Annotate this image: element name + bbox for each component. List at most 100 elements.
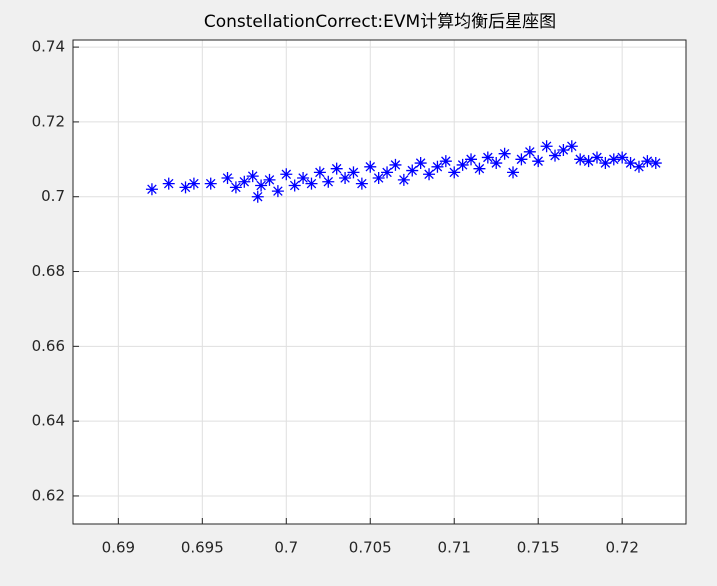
- marker-stroke: [347, 166, 360, 179]
- marker-stroke: [288, 179, 301, 192]
- marker-stroke: [364, 160, 377, 173]
- marker-stroke: [523, 145, 536, 158]
- marker: [465, 153, 478, 166]
- marker-stroke: [540, 140, 553, 153]
- chart-title: ConstellationCorrect:EVM计算均衡后星座图: [204, 12, 556, 32]
- marker: [389, 158, 402, 171]
- marker: [616, 151, 629, 164]
- marker: [322, 175, 335, 188]
- marker: [271, 185, 284, 198]
- marker: [473, 162, 486, 175]
- x-tick-label: 0.72: [605, 539, 638, 557]
- marker: [632, 160, 645, 173]
- marker-stroke: [465, 153, 478, 166]
- marker-stroke: [397, 173, 410, 186]
- marker: [381, 166, 394, 179]
- y-tick-label: 0.74: [32, 38, 65, 56]
- marker: [624, 157, 637, 170]
- marker-stroke: [414, 157, 427, 170]
- y-tick-label: 0.66: [32, 337, 65, 355]
- marker: [280, 168, 293, 181]
- marker: [179, 181, 192, 194]
- marker: [263, 173, 276, 186]
- marker-stroke: [229, 181, 242, 194]
- marker-stroke: [616, 151, 629, 164]
- marker-stroke: [221, 172, 234, 185]
- marker-stroke: [355, 177, 368, 190]
- marker-stroke: [574, 153, 587, 166]
- y-tick-label: 0.62: [32, 486, 65, 504]
- marker: [288, 179, 301, 192]
- marker: [523, 145, 536, 158]
- marker-stroke: [599, 157, 612, 170]
- marker: [515, 153, 528, 166]
- marker-stroke: [649, 157, 662, 170]
- marker: [229, 181, 242, 194]
- marker-stroke: [339, 172, 352, 185]
- x-tick-label: 0.69: [102, 539, 135, 557]
- marker-stroke: [280, 168, 293, 181]
- marker: [372, 172, 385, 185]
- marker: [246, 170, 259, 183]
- marker: [204, 177, 217, 190]
- marker: [221, 172, 234, 185]
- marker-stroke: [498, 147, 511, 160]
- marker-stroke: [490, 157, 503, 170]
- marker: [364, 160, 377, 173]
- marker: [162, 177, 175, 190]
- marker-stroke: [423, 168, 436, 181]
- marker-stroke: [145, 183, 158, 196]
- y-tick-label: 0.68: [32, 262, 65, 280]
- marker: [251, 190, 264, 203]
- marker-stroke: [322, 175, 335, 188]
- marker-stroke: [305, 177, 318, 190]
- marker: [238, 175, 251, 188]
- x-tick-label: 0.695: [181, 539, 224, 557]
- marker: [607, 153, 620, 166]
- marker-stroke: [532, 155, 545, 168]
- marker: [330, 162, 343, 175]
- marker-stroke: [271, 185, 284, 198]
- marker: [565, 140, 578, 153]
- marker-stroke: [179, 181, 192, 194]
- y-tick-label: 0.64: [32, 412, 65, 430]
- marker-stroke: [431, 160, 444, 173]
- marker-stroke: [297, 172, 310, 185]
- marker-stroke: [406, 164, 419, 177]
- x-tick-label: 0.715: [517, 539, 560, 557]
- marker: [532, 155, 545, 168]
- marker-stroke: [607, 153, 620, 166]
- marker: [313, 166, 326, 179]
- marker: [456, 158, 469, 171]
- marker-stroke: [624, 157, 637, 170]
- marker: [305, 177, 318, 190]
- marker: [649, 157, 662, 170]
- marker: [574, 153, 587, 166]
- marker-stroke: [162, 177, 175, 190]
- marker-stroke: [255, 179, 268, 192]
- marker: [641, 155, 654, 168]
- marker-stroke: [549, 149, 562, 162]
- marker-stroke: [507, 166, 520, 179]
- marker: [590, 151, 603, 164]
- marker-stroke: [372, 172, 385, 185]
- marker-stroke: [251, 190, 264, 203]
- marker: [339, 172, 352, 185]
- marker-stroke: [330, 162, 343, 175]
- marker-stroke: [641, 155, 654, 168]
- marker-stroke: [389, 158, 402, 171]
- marker-stroke: [582, 155, 595, 168]
- plot-area: [73, 40, 686, 524]
- marker: [549, 149, 562, 162]
- y-tick-label: 0.7: [41, 187, 65, 205]
- marker-stroke: [473, 162, 486, 175]
- marker: [481, 151, 494, 164]
- marker-stroke: [456, 158, 469, 171]
- marker: [540, 140, 553, 153]
- marker-stroke: [481, 151, 494, 164]
- y-tick-label: 0.72: [32, 112, 65, 130]
- axes-box: [72, 39, 687, 525]
- marker-stroke: [557, 143, 570, 156]
- marker: [582, 155, 595, 168]
